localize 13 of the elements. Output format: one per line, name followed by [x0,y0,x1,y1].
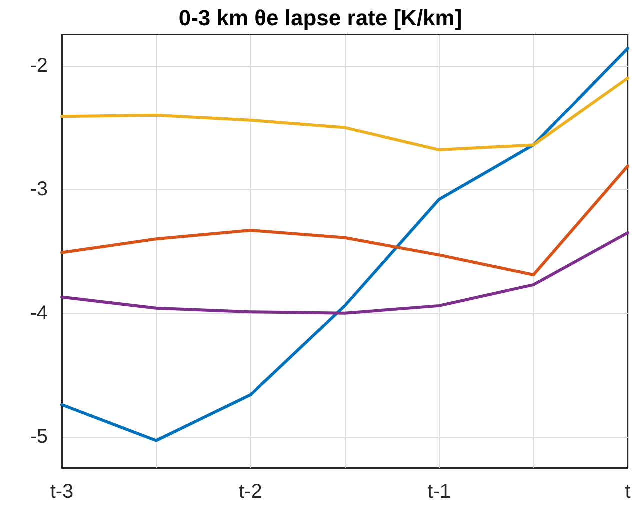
y-tick-label: -3 [30,178,48,201]
x-tick-label: t-3 [50,481,74,503]
y-tick-label: -5 [30,426,48,448]
line-series [60,47,630,442]
x-tick-label: t-1 [428,481,452,503]
chart-title: 0-3 km θe lapse rate [K/km] [178,6,462,30]
y-tick-label: -4 [30,302,48,324]
x-tick-label: t-2 [238,481,262,503]
line-series [60,76,630,152]
line-series [60,231,630,315]
y-tick-label: -2 [30,54,48,77]
line-series [60,164,630,277]
x-tick-label: t [625,481,632,503]
